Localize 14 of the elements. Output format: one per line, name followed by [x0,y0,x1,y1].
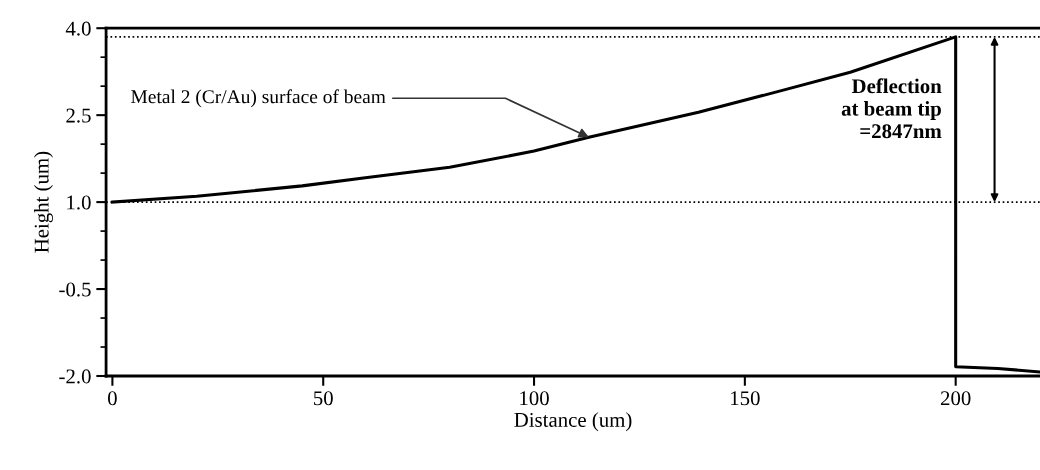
y-tick-label: 4.0 [65,21,91,36]
y-tick-label: 2.5 [66,108,91,123]
y-axis-title: Height (um) [34,151,53,253]
annotation: Deflection at beam tip =2847nm [841,78,942,139]
y-tick-label: -2.0 [59,369,91,384]
x-tick-label: 200 [940,391,971,406]
x-tick-label: 50 [314,391,333,406]
y-tick-label: -0.5 [59,282,91,297]
annotation: Metal 2 (Cr/Au) surface of beam [131,89,386,108]
y-tick-label: 1.0 [67,195,91,210]
x-tick-label: 100 [520,391,549,406]
x-axis-title: Distance (um) [514,412,632,432]
x-tick-label: 150 [731,391,760,406]
x-tick-label: 0 [107,391,117,406]
